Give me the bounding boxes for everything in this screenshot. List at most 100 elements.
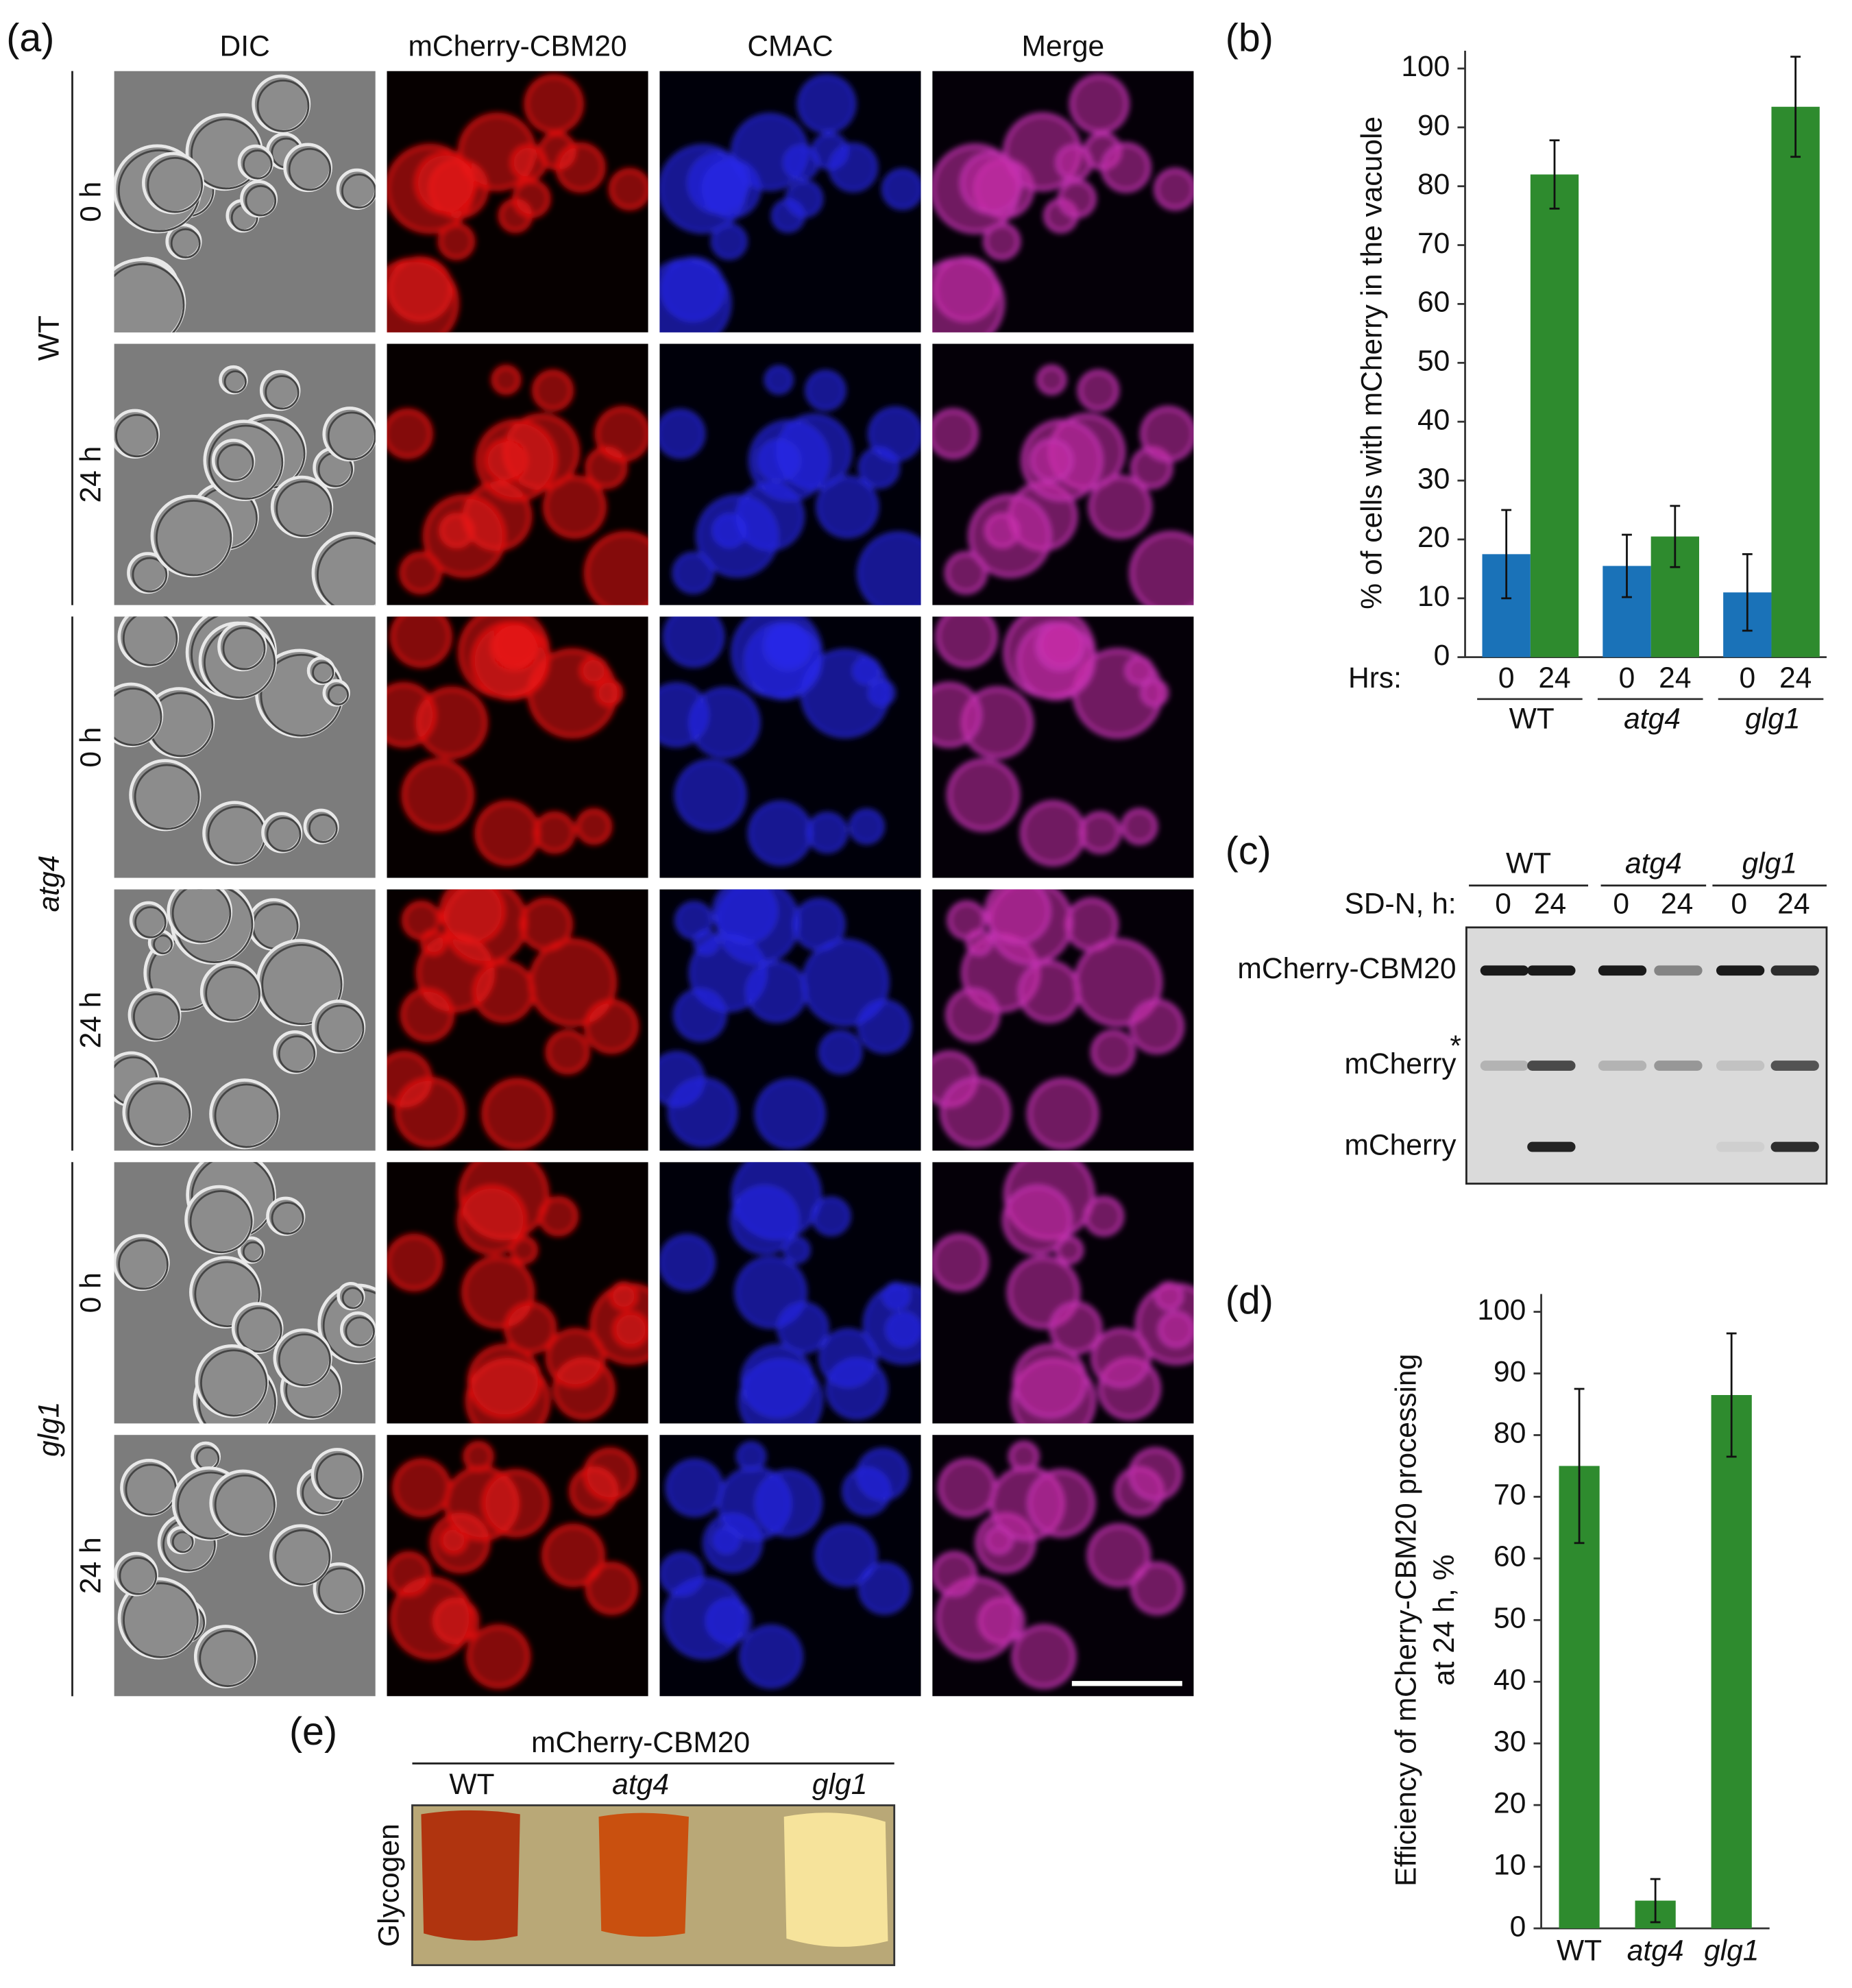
y-tick-label: 40 <box>1417 403 1450 436</box>
cell <box>935 616 998 668</box>
band <box>1654 965 1703 976</box>
cell-edge <box>274 1529 331 1586</box>
micrograph <box>932 889 1194 1151</box>
cell <box>696 495 779 577</box>
micrograph <box>932 1435 1194 1697</box>
micrograph <box>114 1162 376 1424</box>
cell <box>387 409 433 459</box>
cell <box>1029 438 1074 483</box>
cell <box>812 1197 851 1236</box>
plate-title: mCherry-CBM20 <box>531 1726 750 1759</box>
cell <box>1091 1030 1136 1075</box>
bar <box>1530 174 1579 657</box>
cells <box>387 1441 638 1689</box>
cell <box>311 531 376 605</box>
micrograph <box>114 1435 376 1697</box>
micrograph <box>387 889 648 1151</box>
cell-edge <box>278 1333 331 1387</box>
cell-edge <box>316 536 376 605</box>
cell <box>740 1344 814 1418</box>
x-tick-label: glg1 <box>1704 1934 1759 1967</box>
cell <box>755 1470 823 1537</box>
cell <box>1018 960 1080 1023</box>
cell <box>856 1448 909 1501</box>
cell-edge <box>134 906 167 938</box>
cell <box>584 531 648 605</box>
panel-label: (a) <box>6 16 54 60</box>
y-tick-label: 50 <box>1494 1602 1526 1635</box>
column-header: mCherry-CBM20 <box>409 30 627 63</box>
cell <box>422 494 507 578</box>
cell <box>712 1526 740 1554</box>
cells <box>932 616 1169 866</box>
y-axis-label: at 24 h, % <box>1428 1555 1461 1686</box>
cell <box>114 258 186 332</box>
band <box>1770 965 1819 976</box>
cell <box>755 1078 825 1149</box>
cell-edge <box>155 500 232 577</box>
micrograph <box>932 343 1194 605</box>
cell <box>663 616 724 668</box>
cell <box>829 143 878 192</box>
hour-label: 0 <box>1619 662 1635 694</box>
cell <box>609 168 648 210</box>
cell <box>673 989 727 1041</box>
cell-edge <box>265 375 300 410</box>
band <box>1527 965 1576 976</box>
micrograph <box>659 1435 921 1697</box>
plate-panel: mCherry-CBM20 WT atg4 glg1 Glycogen <box>372 1726 896 1967</box>
cell-edge <box>312 662 334 684</box>
cell <box>579 656 609 686</box>
cell <box>968 494 1052 578</box>
time-label: 24 h <box>74 992 107 1049</box>
time-label: 0 h <box>74 182 107 222</box>
cell <box>659 1552 704 1597</box>
cell <box>400 988 454 1042</box>
cell <box>932 682 982 748</box>
cell <box>399 551 442 594</box>
cell <box>489 621 540 672</box>
cell-edge <box>245 184 277 217</box>
cell <box>1140 679 1169 707</box>
cell <box>1002 1185 1073 1255</box>
band <box>1716 1141 1765 1152</box>
group-label: glg1 <box>1742 847 1796 880</box>
cell <box>746 961 807 1023</box>
cell-edge <box>345 1316 375 1346</box>
cell <box>484 438 528 483</box>
cell-edge <box>317 1567 364 1614</box>
cell <box>538 1196 578 1237</box>
micrograph <box>387 71 648 332</box>
cell <box>757 439 801 482</box>
panel-label: (e) <box>289 1710 337 1754</box>
cell <box>868 679 896 707</box>
cell <box>472 960 535 1023</box>
cell <box>945 988 1000 1042</box>
cell-edge <box>147 157 204 213</box>
band <box>1598 1060 1647 1071</box>
cell <box>663 1577 745 1660</box>
cell <box>666 1459 724 1517</box>
cell-edge <box>115 413 159 458</box>
cell <box>1158 1311 1194 1348</box>
cell <box>1130 1562 1184 1615</box>
cells <box>387 74 648 332</box>
cell-edge <box>317 1004 365 1052</box>
cell-edge <box>214 1474 276 1536</box>
cell <box>541 1523 605 1588</box>
cell <box>857 532 921 605</box>
cell <box>387 1551 432 1597</box>
column-header: DIC <box>220 30 270 63</box>
cell <box>512 180 551 218</box>
cells <box>114 1162 376 1424</box>
cell <box>818 1329 878 1387</box>
strain-label: WT <box>32 315 65 361</box>
micrograph <box>659 616 921 878</box>
band <box>1527 1060 1576 1071</box>
panel-label: (c) <box>1226 829 1271 873</box>
band <box>1770 1060 1819 1071</box>
micrograph <box>659 343 921 605</box>
band <box>1598 965 1647 976</box>
cell <box>609 1281 638 1311</box>
